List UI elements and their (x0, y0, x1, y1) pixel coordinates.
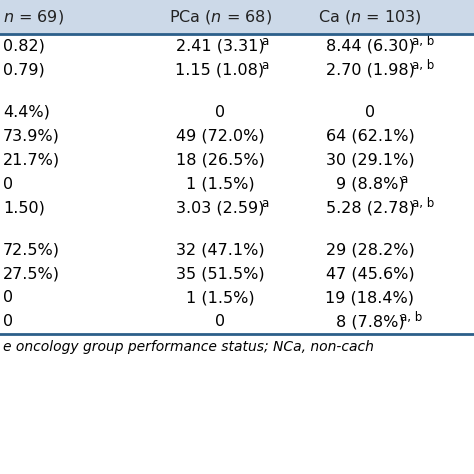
Text: 4.4%): 4.4%) (3, 104, 50, 119)
Text: 18 (26.5%): 18 (26.5%) (175, 153, 264, 167)
Text: 21.7%): 21.7%) (3, 153, 60, 167)
Text: 5.28 (2.78): 5.28 (2.78) (326, 201, 414, 216)
Text: a, b: a, b (412, 58, 434, 72)
Text: 73.9%): 73.9%) (3, 128, 60, 144)
Text: 2.70 (1.98): 2.70 (1.98) (326, 63, 414, 78)
Text: a, b: a, b (412, 35, 434, 47)
Text: 29 (28.2%): 29 (28.2%) (326, 243, 414, 257)
Text: 3.03 (2.59): 3.03 (2.59) (176, 201, 264, 216)
Text: 1 (1.5%): 1 (1.5%) (186, 291, 255, 306)
Text: 1.15 (1.08): 1.15 (1.08) (175, 63, 264, 78)
Text: 0: 0 (215, 315, 225, 329)
Text: 49 (72.0%): 49 (72.0%) (176, 128, 264, 144)
Text: 64 (62.1%): 64 (62.1%) (326, 128, 414, 144)
Text: 35 (51.5%): 35 (51.5%) (176, 266, 264, 282)
Text: a: a (262, 58, 269, 72)
Text: 30 (29.1%): 30 (29.1%) (326, 153, 414, 167)
Text: 72.5%): 72.5%) (3, 243, 60, 257)
Text: 1.50): 1.50) (3, 201, 45, 216)
Text: a, b: a, b (401, 310, 423, 323)
Text: 0.82): 0.82) (3, 38, 45, 54)
Text: 0.79): 0.79) (3, 63, 45, 78)
Text: 0: 0 (3, 291, 13, 306)
Text: 47 (45.6%): 47 (45.6%) (326, 266, 414, 282)
Text: a: a (401, 173, 408, 185)
Text: 8.44 (6.30): 8.44 (6.30) (326, 38, 414, 54)
Text: e oncology group performance status; NCa, non-cach: e oncology group performance status; NCa… (3, 340, 374, 354)
Text: a, b: a, b (412, 197, 434, 210)
Text: a: a (262, 35, 269, 47)
Text: 2.41 (3.31): 2.41 (3.31) (176, 38, 264, 54)
Text: 19 (18.4%): 19 (18.4%) (326, 291, 414, 306)
Text: $n$ = 69): $n$ = 69) (3, 8, 64, 26)
Text: 9 (8.8%): 9 (8.8%) (336, 176, 404, 191)
Text: 0: 0 (3, 315, 13, 329)
Text: Ca ($n$ = 103): Ca ($n$ = 103) (318, 8, 422, 26)
Text: 0: 0 (365, 104, 375, 119)
Text: 32 (47.1%): 32 (47.1%) (176, 243, 264, 257)
Text: 0: 0 (215, 104, 225, 119)
Text: PCa ($n$ = 68): PCa ($n$ = 68) (169, 8, 272, 26)
Bar (0, 0, 474, 34)
Text: 0: 0 (3, 176, 13, 191)
Text: a: a (262, 197, 269, 210)
Text: 27.5%): 27.5%) (3, 266, 60, 282)
Text: 1 (1.5%): 1 (1.5%) (186, 176, 255, 191)
Text: 8 (7.8%): 8 (7.8%) (336, 315, 404, 329)
